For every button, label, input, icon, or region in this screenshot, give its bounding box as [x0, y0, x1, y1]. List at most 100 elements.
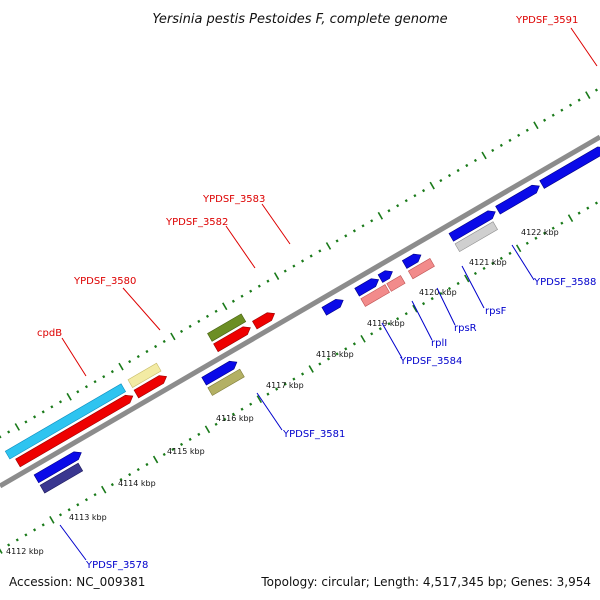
- gene-red-3[interactable]: [213, 324, 253, 353]
- outer-track-minor-tick: [335, 239, 339, 243]
- leader-lines: [59, 27, 598, 561]
- outer-track-minor-tick: [231, 299, 235, 303]
- outer-track-minor-tick: [7, 430, 11, 434]
- label-YPDSF_3581[interactable]: YPDSF_3581: [282, 429, 345, 440]
- inner-track-minor-tick: [378, 327, 382, 331]
- tick-label-4112: 4112 kbp: [6, 547, 44, 556]
- gene-rpsR[interactable]: [386, 275, 406, 292]
- inner-track-minor-tick: [119, 478, 123, 482]
- gene-blue-7[interactable]: [448, 208, 498, 242]
- gene-cpdB[interactable]: [4, 383, 127, 460]
- genes: [4, 144, 600, 494]
- inner-track-major-tick: [101, 485, 107, 494]
- gene-red-2[interactable]: [133, 373, 169, 399]
- outer-track-minor-tick: [508, 138, 512, 142]
- inner-track-minor-tick: [110, 483, 114, 487]
- label-YPDSF_3580[interactable]: YPDSF_3580: [73, 276, 136, 287]
- inner-track-minor-tick: [162, 452, 166, 457]
- label-YPDSF_3584[interactable]: YPDSF_3584: [399, 356, 462, 367]
- gene-blue-9[interactable]: [539, 144, 600, 189]
- gene-red-1[interactable]: [15, 392, 135, 468]
- gene-rplI[interactable]: [360, 284, 390, 307]
- outer-track-minor-tick: [344, 234, 348, 238]
- inner-track-minor-tick: [430, 297, 434, 301]
- gene-YPDSF_3588[interactable]: [454, 221, 498, 253]
- outer-track-minor-tick: [465, 163, 469, 168]
- outer-track-minor-tick: [396, 204, 400, 208]
- leader-YPDSF_3580: [122, 287, 161, 331]
- outer-track-minor-tick: [404, 199, 408, 203]
- gene-blue-2[interactable]: [201, 358, 239, 386]
- outer-track-minor-tick: [0, 435, 2, 439]
- inner-track-minor-tick: [249, 402, 253, 406]
- outer-track-minor-tick: [517, 133, 521, 137]
- leader-YPDSF_3583: [261, 203, 291, 245]
- outer-track-minor-tick: [361, 224, 365, 228]
- outer-track-minor-tick: [300, 259, 305, 263]
- inner-track-minor-tick: [335, 352, 339, 356]
- outer-track-minor-tick: [447, 173, 452, 178]
- inner-track-major-tick: [412, 304, 418, 313]
- gene-blue-5[interactable]: [377, 268, 395, 283]
- inner-track-minor-tick: [7, 543, 11, 547]
- inner-track-minor-tick: [352, 342, 356, 346]
- outer-tick-track: [0, 88, 598, 439]
- gene-YPDSF_3581[interactable]: [207, 368, 245, 396]
- inner-track-minor-tick: [404, 312, 408, 316]
- gene-blue-8[interactable]: [495, 182, 542, 215]
- outer-track-minor-tick: [352, 229, 356, 233]
- inner-track-minor-tick: [422, 302, 426, 306]
- tick-label-4122: 4122 kbp: [521, 228, 559, 237]
- gene-red-4[interactable]: [252, 310, 276, 330]
- inner-track-minor-tick: [171, 447, 175, 452]
- leader-rplI: [411, 300, 433, 341]
- inner-track-minor-tick: [534, 236, 538, 240]
- tick-label-4120: 4120 kbp: [419, 288, 457, 297]
- label-rplI[interactable]: rplI: [431, 338, 447, 349]
- inner-track-minor-tick: [84, 498, 88, 502]
- gene-YPDSF_3582[interactable]: [207, 313, 247, 342]
- accession-text: Accession: NC_009381: [9, 575, 145, 589]
- outer-track-major-tick: [429, 181, 435, 190]
- gene-rpsF[interactable]: [407, 258, 435, 280]
- gene-blue-3[interactable]: [321, 296, 346, 316]
- outer-track-minor-tick: [543, 118, 547, 122]
- outer-track-minor-tick: [162, 339, 166, 344]
- tick-labels: 4112 kbp 4113 kbp 4114 kbp 4115 kbp 4116…: [6, 228, 559, 556]
- gene-blue-4[interactable]: [354, 276, 381, 297]
- outer-track-minor-tick: [560, 108, 564, 112]
- outer-track-minor-tick: [370, 219, 374, 223]
- tick-label-4118: 4118 kbp: [316, 350, 354, 359]
- outer-track-minor-tick: [413, 194, 417, 198]
- inner-track-minor-tick: [240, 407, 244, 411]
- gene-blue-1[interactable]: [33, 449, 83, 484]
- label-YPDSF_3583[interactable]: YPDSF_3583: [202, 194, 265, 205]
- label-cpdB[interactable]: cpdB: [37, 328, 62, 339]
- outer-track-minor-tick: [318, 249, 322, 253]
- inner-track-minor-tick: [326, 357, 331, 361]
- label-YPDSF_3578[interactable]: YPDSF_3578: [85, 560, 148, 571]
- gene-YPDSF_3580[interactable]: [127, 362, 162, 388]
- label-YPDSF_3591[interactable]: YPDSF_3591: [515, 15, 578, 26]
- outer-track-major-tick: [118, 362, 124, 371]
- label-rpsF[interactable]: rpsF: [485, 306, 507, 317]
- inner-track-minor-tick: [396, 317, 400, 321]
- inner-track-minor-tick: [93, 493, 97, 497]
- tick-label-4115: 4115 kbp: [167, 447, 205, 456]
- leader-rpsR: [436, 287, 456, 326]
- inner-track-minor-tick: [508, 251, 512, 255]
- label-rpsR[interactable]: rpsR: [454, 323, 477, 334]
- inner-track-minor-tick: [543, 231, 547, 235]
- inner-track-minor-tick: [586, 206, 590, 210]
- inner-track-minor-tick: [594, 201, 598, 205]
- outer-track-minor-tick: [197, 319, 201, 323]
- label-YPDSF_3588[interactable]: YPDSF_3588: [533, 277, 596, 288]
- inner-track-minor-tick: [551, 226, 555, 230]
- top-gene-labels: cpdB YPDSF_3580 YPDSF_3582 YPDSF_3583 YP…: [37, 15, 578, 339]
- inner-track-minor-tick: [577, 211, 581, 215]
- outer-track-minor-tick: [110, 370, 114, 374]
- outer-track-minor-tick: [33, 415, 37, 419]
- gene-blue-6[interactable]: [401, 251, 423, 269]
- gene-YPDSF_3578[interactable]: [39, 462, 84, 494]
- label-YPDSF_3582[interactable]: YPDSF_3582: [165, 217, 228, 228]
